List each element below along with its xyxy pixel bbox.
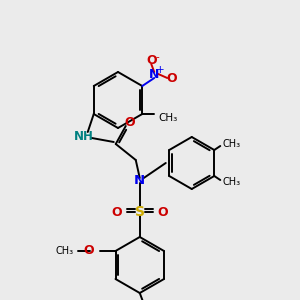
Text: O: O	[158, 206, 168, 218]
Text: O: O	[124, 116, 135, 130]
Text: CH₃: CH₃	[222, 177, 240, 187]
Text: N: N	[134, 173, 145, 187]
Text: CH₃: CH₃	[56, 246, 74, 256]
Text: +: +	[156, 65, 165, 75]
Text: NH: NH	[74, 130, 94, 142]
Text: -: -	[155, 52, 159, 62]
Text: O: O	[166, 71, 177, 85]
Text: O: O	[83, 244, 94, 257]
Text: O: O	[111, 206, 122, 218]
Text: N: N	[149, 68, 159, 80]
Text: CH₃: CH₃	[158, 113, 178, 123]
Text: CH₃: CH₃	[222, 139, 240, 149]
Text: S: S	[135, 205, 145, 219]
Text: O: O	[146, 53, 157, 67]
